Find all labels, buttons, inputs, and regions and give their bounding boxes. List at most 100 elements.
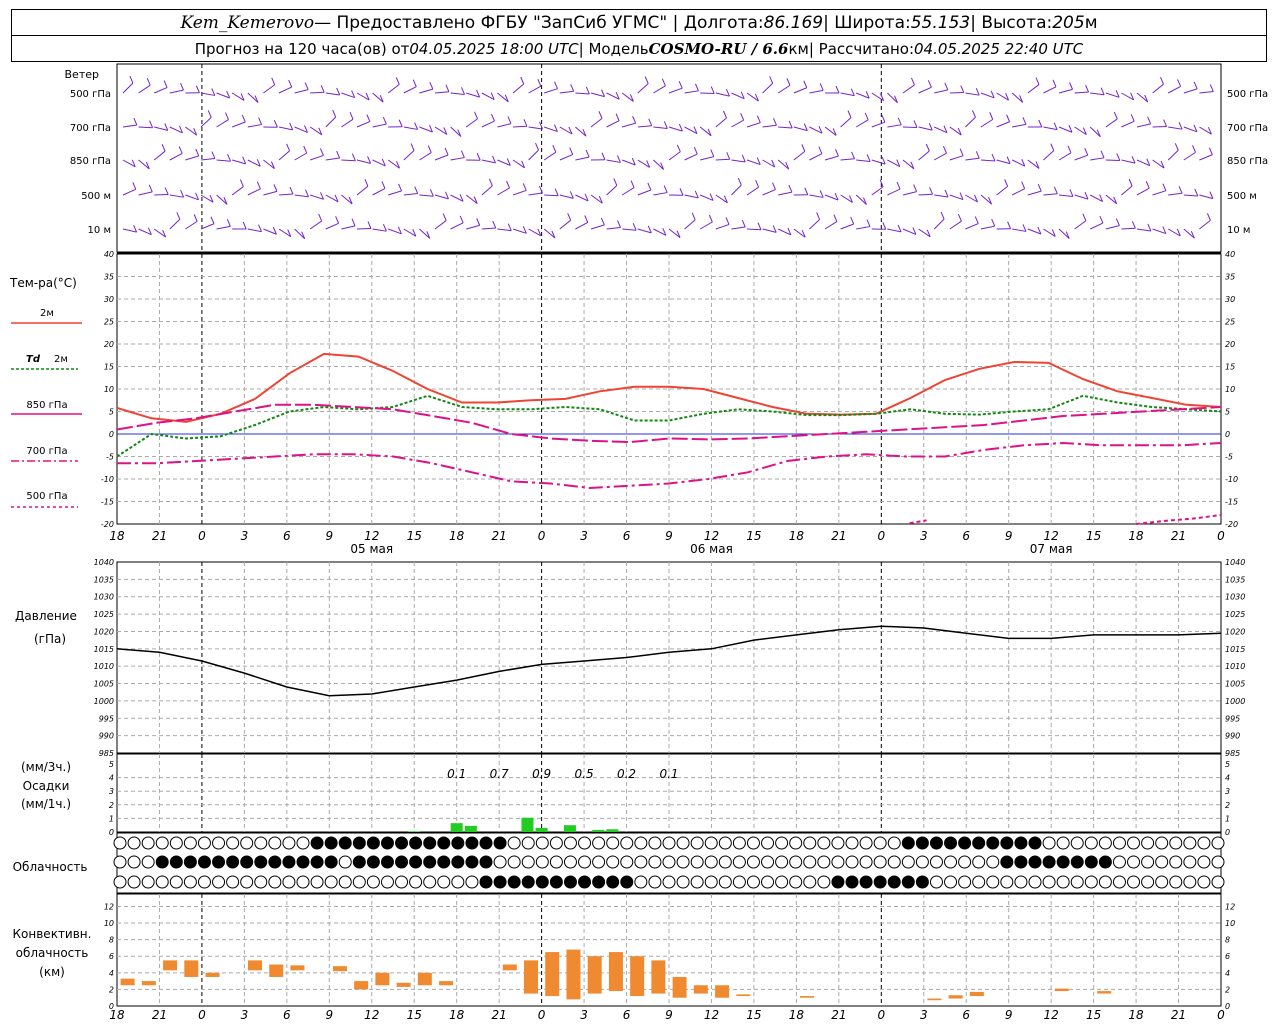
wind-barb	[278, 150, 290, 161]
wind-barb-flag	[723, 110, 727, 119]
time-tick-label: 9	[325, 1008, 333, 1022]
wind-barb	[949, 126, 962, 136]
pressure-ytick-right: 1015	[1225, 645, 1245, 654]
wind-barb-flag	[613, 178, 618, 186]
wind-barb	[653, 85, 666, 94]
wind-barb-flag	[1099, 194, 1104, 202]
wind-barb	[481, 227, 496, 230]
wind-barb-flag	[426, 231, 431, 239]
latitude-label: | Широта:	[823, 12, 911, 33]
wind-barb	[154, 126, 168, 131]
wind-barb-flag	[1022, 224, 1027, 232]
cloud-icon	[1211, 836, 1225, 850]
wind-barb-flag	[1209, 84, 1214, 92]
wind-barb	[1136, 159, 1150, 167]
wind-barb-flag	[1192, 145, 1197, 153]
wind-barb-flag	[957, 127, 962, 136]
wind-barb	[840, 92, 855, 97]
cloud-icon	[1169, 836, 1183, 850]
wind-barb-flag	[318, 127, 323, 136]
wind-barb-flag	[741, 219, 746, 228]
wind-barb-flag	[429, 189, 434, 197]
time-tick-label: 21	[1171, 529, 1186, 543]
cloud-icon	[592, 875, 606, 889]
conv-bar	[1097, 991, 1112, 994]
time-tick-label: 18	[1128, 1008, 1144, 1022]
wind-barb	[497, 92, 509, 103]
legend-500-label: 500 гПа	[26, 491, 67, 502]
cloud-icon	[929, 836, 943, 850]
cloud-icon	[437, 855, 451, 869]
conv-ytick-right: 10	[1225, 919, 1235, 928]
cloud-icon	[732, 875, 746, 889]
cloud-icon	[155, 836, 169, 850]
wind-barb-flag	[912, 227, 917, 235]
cloud-icon	[141, 836, 155, 850]
cloud-icon	[1112, 855, 1126, 869]
time-tick-label: 6	[962, 529, 970, 543]
wind-barb	[606, 227, 621, 230]
cloud-icon	[775, 855, 789, 869]
wind-barb	[653, 126, 668, 129]
wind-barb-flag	[258, 224, 263, 232]
cloud-icon	[718, 855, 732, 869]
conv-bar	[141, 981, 156, 986]
cloud-icon	[1084, 875, 1098, 889]
time-tick-label: 21	[831, 1008, 846, 1022]
cloud-icon	[1155, 836, 1169, 850]
temp-title: Тем-ра(°С)	[9, 276, 77, 290]
wind-barb-flag	[178, 146, 183, 154]
wind-barb	[1027, 228, 1042, 235]
cloud-icon	[155, 855, 169, 869]
wind-barb-flag	[1006, 114, 1011, 122]
wind-barb	[1199, 219, 1211, 230]
precip-ytick-right: 2	[1225, 801, 1230, 810]
wind-barb	[497, 187, 510, 196]
wind-barb	[637, 125, 652, 128]
cloud-icon	[310, 875, 324, 889]
wind-barb-flag	[707, 128, 712, 137]
wind-barb	[1011, 92, 1023, 103]
cloud-icon	[1000, 836, 1014, 850]
cloud-icon	[690, 855, 704, 869]
cloud-icon	[662, 836, 676, 850]
wind-barb	[247, 228, 262, 233]
wind-level-label-right: 850 гПа	[1227, 156, 1268, 167]
time-tick-label: 12	[364, 529, 379, 543]
cloud-icon	[268, 836, 282, 850]
cloud-icon	[746, 875, 760, 889]
cloud-icon	[592, 836, 606, 850]
cloud-icon	[873, 875, 887, 889]
cloud-icon	[563, 836, 577, 850]
cloud-icon	[620, 855, 634, 869]
wind-barb-flag	[382, 116, 387, 125]
wind-barb	[731, 184, 742, 196]
wind-barb-flag	[616, 155, 621, 163]
cloud-icon	[465, 836, 479, 850]
cloud-icon	[409, 875, 423, 889]
precip-ytick-right: 3	[1225, 787, 1230, 796]
cloud-icon	[226, 875, 240, 889]
series-t850	[116, 403, 1222, 444]
wind-barb-flag	[1096, 129, 1101, 137]
wind-barb-flag	[488, 178, 493, 187]
cloud-icon	[1197, 855, 1211, 869]
wind-barb-flag	[1178, 186, 1183, 194]
wind-barb-flag	[381, 158, 386, 167]
cloud-icon	[268, 855, 282, 869]
wind-barb-flag	[242, 156, 247, 165]
time-tick-label: 3	[241, 529, 249, 543]
wind-barb-flag	[975, 151, 980, 159]
wind-barb	[294, 89, 309, 94]
cloud-icon	[254, 875, 268, 889]
wind-barb	[606, 120, 620, 128]
wind-barb	[793, 126, 808, 132]
wind-barb-flag	[193, 128, 198, 136]
conv-ytick-left: 6	[109, 952, 114, 961]
cloud-icon	[507, 836, 521, 850]
wind-barb	[1074, 154, 1088, 161]
wind-barb-flag	[1035, 161, 1040, 169]
cloud-icon	[197, 855, 211, 869]
wind-barb	[310, 194, 324, 200]
wind-barb-flag	[537, 79, 542, 87]
